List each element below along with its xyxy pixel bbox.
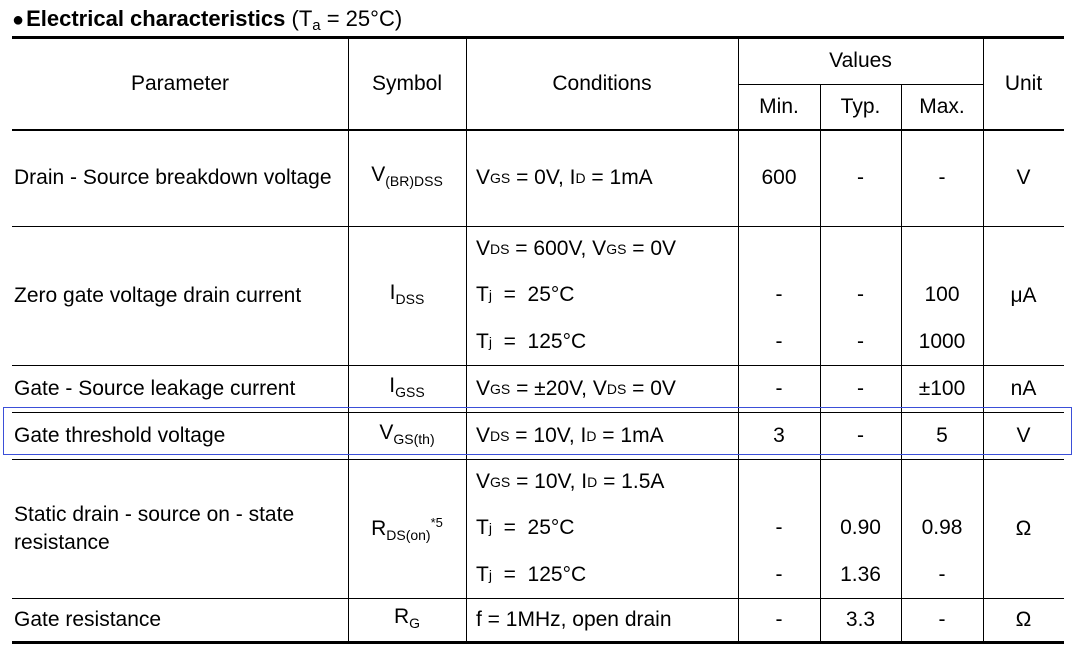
unit-cell: Ω	[1015, 516, 1032, 540]
row-divider	[12, 598, 1064, 599]
min-value-cell: 3	[773, 423, 785, 447]
header-typ: Typ.	[840, 95, 881, 118]
symbol-cell: IGSS	[349, 365, 465, 412]
parameter-cell: Static drain - source on - state resista…	[14, 502, 295, 554]
max-value-cell: ±100	[918, 376, 966, 400]
row-divider	[12, 412, 1064, 413]
header-bottom-border	[12, 129, 1064, 131]
column-divider	[466, 38, 467, 642]
min-value-cell	[739, 226, 819, 272]
typ-value-cell: -	[857, 166, 864, 189]
parameter-cell: Drain - Source breakdown voltage	[14, 166, 332, 189]
unit-cell: V	[1016, 166, 1031, 189]
symbol-cell: VGS(th)	[349, 412, 465, 459]
condition-line: f = 1MHz, open drain	[476, 608, 672, 631]
symbol-text: IDSS	[389, 280, 425, 307]
header-conditions: Conditions	[552, 72, 652, 95]
values-subheader-line	[738, 84, 983, 85]
header-symbol: Symbol	[371, 72, 443, 95]
symbol-cell: V(BR)DSS	[349, 130, 465, 226]
min-value-cell: -	[775, 608, 783, 631]
unit-cell: nA	[1010, 376, 1037, 400]
section-title: ●Electrical characteristics (Ta = 25°C)	[12, 4, 402, 41]
table-bottom-border	[12, 641, 1064, 644]
typ-value-cell	[821, 459, 900, 505]
typ-value-cell: 0.90	[840, 516, 881, 540]
row-divider	[12, 226, 1064, 227]
max-value-cell: 1000	[918, 329, 966, 353]
column-divider	[983, 38, 984, 642]
column-divider	[820, 84, 821, 642]
symbol-text: V(BR)DSS	[371, 163, 443, 189]
table-top-border	[12, 36, 1064, 39]
symbol-cell: IDSS	[349, 226, 465, 365]
header-values: Values	[829, 49, 892, 72]
typ-value-cell: -	[857, 423, 864, 447]
title-text: Electrical characteristics	[26, 6, 286, 31]
max-value-cell: 5	[936, 423, 948, 447]
parameter-cell: Gate - Source leakage current	[14, 376, 296, 400]
typ-value-cell: -	[857, 283, 864, 307]
symbol-text: RG	[393, 605, 421, 631]
typ-value-cell: 3.3	[845, 608, 876, 631]
header-parameter: Parameter	[130, 72, 230, 95]
typ-value-cell: 1.36	[840, 562, 881, 586]
title-condition: (Ta = 25°C)	[291, 6, 403, 34]
symbol-text: VGS(th)	[379, 420, 435, 447]
symbol-cell: RDS(on)*5	[349, 459, 465, 598]
min-value-cell: 600	[761, 166, 797, 189]
min-value-cell: -	[775, 562, 783, 586]
condition-line: V GS = ±20V, V DS = 0V	[476, 376, 676, 400]
max-value-cell	[902, 226, 982, 272]
typ-value-cell	[821, 226, 900, 272]
parameter-cell: Gate resistance	[14, 608, 162, 631]
row-divider	[12, 365, 1064, 366]
parameter-cell: Gate threshold voltage	[14, 423, 226, 447]
highlight-box	[3, 407, 1072, 455]
max-value-cell: -	[938, 166, 946, 189]
min-value-cell: -	[775, 376, 783, 400]
min-value-cell	[739, 459, 819, 505]
min-value-cell: -	[775, 283, 783, 307]
typ-value-cell: -	[857, 376, 864, 400]
typ-value-cell: -	[857, 329, 864, 353]
max-value-cell: 0.98	[921, 516, 963, 540]
symbol-cell: RG	[349, 598, 465, 642]
column-divider	[348, 38, 349, 642]
max-value-cell	[902, 459, 982, 505]
max-value-cell: -	[938, 608, 946, 631]
column-divider	[738, 38, 739, 642]
parameter-cell: Zero gate voltage drain current	[14, 283, 302, 307]
min-value-cell: -	[775, 516, 783, 540]
max-value-cell: 100	[924, 283, 960, 307]
unit-cell: Ω	[1015, 608, 1032, 631]
unit-cell: V	[1016, 423, 1031, 447]
symbol-text: IGSS	[389, 373, 425, 400]
min-value-cell: -	[775, 329, 783, 353]
column-divider	[901, 84, 902, 642]
header-unit: Unit	[1004, 72, 1043, 95]
header-max: Max.	[919, 95, 965, 118]
condition-line: V DS = 600V, V GS = 0V	[476, 237, 677, 261]
symbol-text: RDS(on)*5	[371, 514, 443, 543]
bullet-icon: ●	[12, 9, 25, 31]
row-divider	[12, 459, 1064, 460]
header-min: Min.	[759, 95, 799, 118]
unit-cell: μA	[1010, 283, 1037, 307]
max-value-cell: -	[938, 562, 946, 586]
